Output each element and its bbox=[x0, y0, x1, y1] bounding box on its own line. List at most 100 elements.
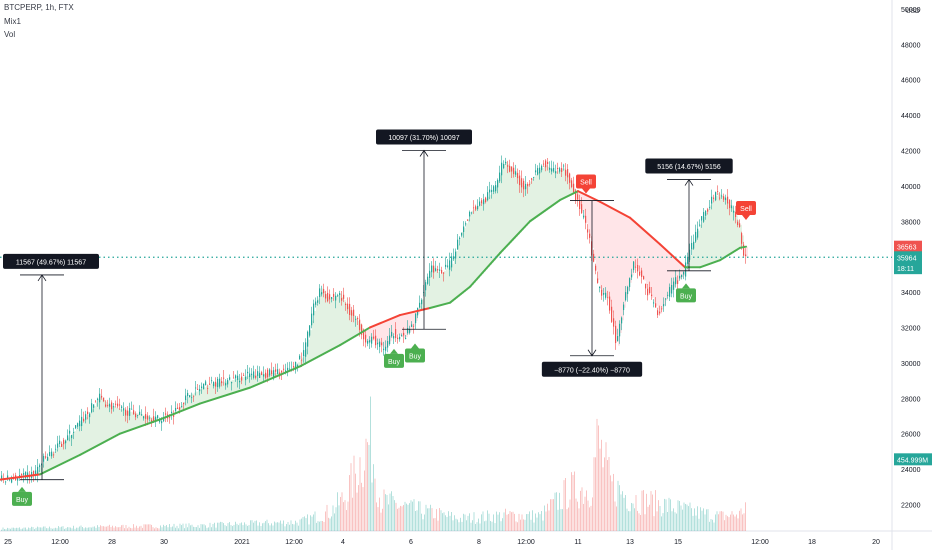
volume-bar bbox=[601, 439, 602, 531]
candle-body bbox=[593, 253, 595, 262]
volume-bar bbox=[593, 457, 595, 531]
signal-label: Sell bbox=[740, 206, 752, 213]
volume-bar bbox=[5, 529, 7, 531]
cloud-band bbox=[394, 317, 396, 335]
candle-body bbox=[695, 231, 697, 242]
volume-bar bbox=[562, 509, 563, 531]
candle-body bbox=[573, 183, 575, 193]
candle-body bbox=[491, 189, 493, 193]
candle-body bbox=[91, 403, 93, 413]
volume-bar bbox=[164, 526, 166, 531]
cloud-band bbox=[536, 174, 538, 218]
volume-bar bbox=[26, 529, 28, 531]
measurement[interactable]: −8770 (−22.40%) −8770 bbox=[541, 200, 643, 377]
volume-bar bbox=[193, 526, 194, 531]
volume-bar bbox=[271, 523, 272, 531]
buy-signal[interactable]: Buy bbox=[676, 283, 696, 303]
cloud-band bbox=[250, 375, 252, 389]
moving-average-segment bbox=[369, 314, 401, 329]
volume-bar bbox=[71, 528, 73, 531]
volume-bar bbox=[728, 517, 730, 531]
candle-body bbox=[393, 336, 395, 339]
cloud-band bbox=[302, 357, 304, 366]
volume-bar bbox=[119, 526, 121, 531]
buy-signal[interactable]: Buy bbox=[384, 348, 404, 368]
measurement[interactable]: 11567 (49.67%) 11567 bbox=[3, 253, 99, 481]
volume-bar bbox=[691, 508, 692, 531]
cloud-band bbox=[700, 224, 702, 268]
volume-bar bbox=[224, 525, 226, 531]
candle-body bbox=[135, 413, 137, 418]
candle-body bbox=[415, 313, 417, 324]
volume-bar bbox=[631, 502, 632, 531]
cloud-band bbox=[578, 191, 580, 201]
x-tick-label: 2021 bbox=[234, 539, 250, 546]
cloud-band bbox=[212, 383, 214, 401]
candle-body bbox=[733, 210, 735, 213]
cloud-band bbox=[658, 242, 660, 310]
cloud-band bbox=[314, 310, 316, 360]
volume-bar bbox=[50, 528, 52, 531]
volume-bar bbox=[17, 527, 19, 531]
candle-body bbox=[129, 408, 131, 416]
volume-bar bbox=[370, 396, 371, 531]
candle-body bbox=[123, 408, 125, 411]
candle-body bbox=[395, 329, 397, 339]
volume-bar bbox=[83, 528, 85, 531]
candle-body bbox=[97, 398, 99, 401]
volume-bar bbox=[65, 528, 67, 531]
candle-body bbox=[439, 269, 441, 271]
candle-body bbox=[371, 336, 373, 344]
candle-body bbox=[325, 294, 327, 299]
cloud-band bbox=[654, 238, 656, 302]
volume-bar bbox=[682, 509, 683, 531]
volume-bar bbox=[25, 527, 26, 531]
volume-bar bbox=[335, 507, 337, 531]
measurement[interactable]: 5156 (14.67%) 5156 bbox=[645, 158, 733, 272]
candle-body bbox=[55, 448, 57, 450]
cloud-band bbox=[694, 242, 696, 268]
moving-average-segment bbox=[529, 199, 561, 223]
cloud-band bbox=[610, 207, 612, 302]
candle-body bbox=[553, 167, 555, 172]
volume-bar bbox=[28, 527, 29, 531]
sell-signal[interactable]: Sell bbox=[576, 174, 596, 194]
buy-signal[interactable]: Buy bbox=[12, 486, 32, 506]
candle-body bbox=[721, 195, 723, 197]
volume-bar bbox=[307, 514, 308, 531]
candle-body bbox=[689, 249, 691, 260]
volume-bar bbox=[77, 527, 79, 531]
cloud-band bbox=[100, 396, 102, 445]
volume-bar bbox=[265, 521, 266, 531]
cloud-band bbox=[80, 424, 82, 456]
cloud-band bbox=[318, 298, 320, 358]
cloud-band bbox=[424, 292, 426, 310]
candle-body bbox=[457, 239, 459, 250]
volume-bar bbox=[734, 516, 736, 531]
cloud-band bbox=[300, 359, 302, 367]
volume-bar bbox=[440, 510, 442, 531]
candle-body bbox=[241, 376, 243, 381]
measurement[interactable]: 10097 (31.70%) 10097 bbox=[376, 129, 472, 330]
candle-body bbox=[607, 296, 609, 298]
volume-bar bbox=[73, 525, 74, 531]
volume-bar bbox=[136, 525, 137, 531]
cloud-band bbox=[342, 297, 344, 345]
volume-bar bbox=[158, 528, 160, 531]
volume-bar bbox=[511, 512, 512, 531]
candle-body bbox=[103, 397, 105, 402]
moving-average-segment bbox=[577, 190, 601, 203]
volume-bar bbox=[701, 510, 703, 531]
cloud-band bbox=[566, 170, 568, 198]
volume-bar bbox=[145, 524, 146, 531]
candle-body bbox=[429, 270, 431, 279]
cloud-band bbox=[746, 246, 748, 258]
candle-body bbox=[47, 456, 49, 461]
volume-bar bbox=[62, 526, 64, 531]
candle-body bbox=[307, 331, 309, 347]
sell-signal[interactable]: Sell bbox=[736, 201, 756, 221]
volume-bar bbox=[173, 523, 175, 531]
buy-signal[interactable]: Buy bbox=[405, 343, 425, 363]
volume-bar bbox=[371, 482, 373, 531]
